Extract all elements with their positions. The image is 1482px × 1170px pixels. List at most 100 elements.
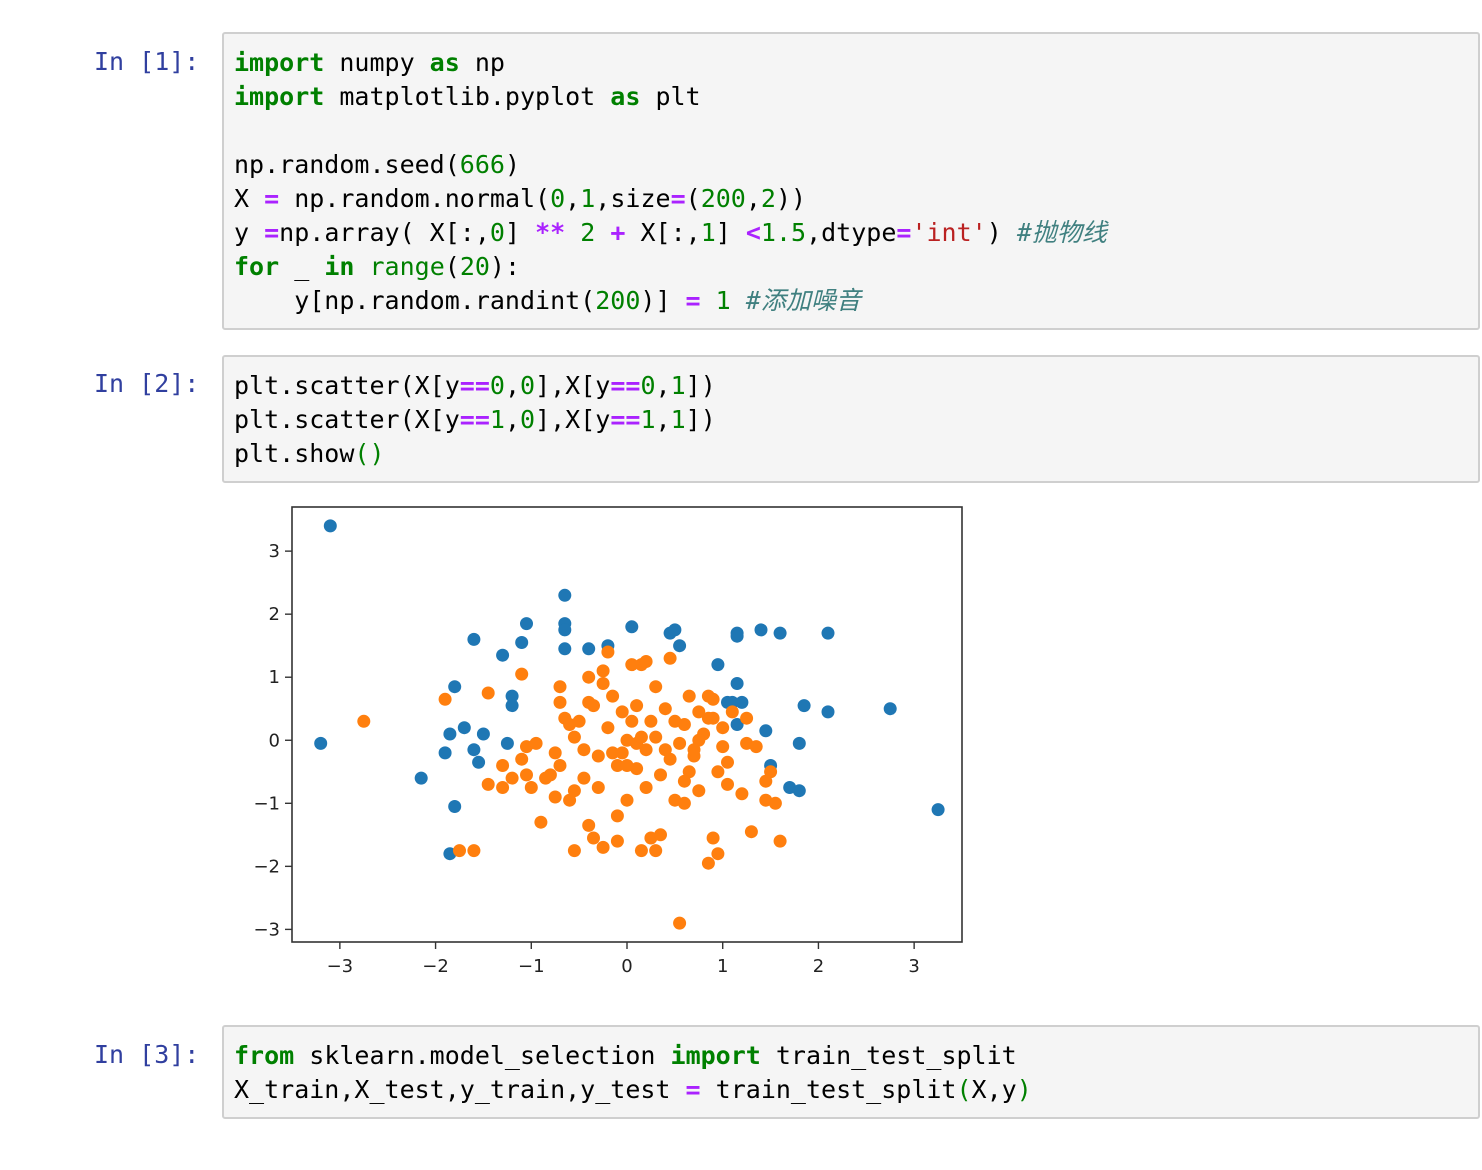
scatter-point-class-0	[883, 702, 897, 716]
scatter-point-class-1	[673, 916, 687, 930]
code-line: plt.scatter(X[y==1,0],X[y==1,1])	[234, 403, 716, 437]
code-token: train_test_split	[700, 1075, 957, 1104]
scatter-point-class-1	[634, 730, 648, 744]
code-token: range	[369, 252, 445, 281]
scatter-point-class-1	[673, 736, 687, 750]
code-line: X_train,X_test,y_train,y_test = train_te…	[234, 1073, 1032, 1107]
scatter-point-class-1	[467, 844, 481, 858]
scatter-point-class-1	[721, 777, 734, 791]
code-token: =	[685, 1075, 701, 1104]
code-token: 1	[700, 218, 716, 247]
scatter-point-class-0	[467, 743, 481, 757]
scatter-point-class-1	[706, 711, 720, 725]
code-token: X	[234, 184, 265, 213]
scatter-point-class-1	[601, 721, 615, 735]
code-token: 1	[580, 184, 596, 213]
code-token: ()	[354, 439, 385, 468]
scatter-point-class-1	[725, 705, 739, 719]
scatter-point-class-1	[563, 793, 577, 807]
code-token: import	[234, 48, 325, 77]
code-token: 2	[760, 184, 776, 213]
x-tick-label: −1	[518, 956, 545, 977]
scatter-point-class-1	[539, 771, 553, 785]
code-token: X_train,X_test,y_train,y_test	[234, 1075, 686, 1104]
code-token: 20	[459, 252, 490, 281]
scatter-point-class-1	[740, 711, 754, 725]
cell-code[interactable]: from sklearn.model_selection import trai…	[234, 1039, 1032, 1107]
scatter-point-class-1	[649, 844, 663, 858]
scatter-point-class-1	[744, 825, 758, 839]
code-token: 1	[715, 286, 731, 315]
code-token: 0	[489, 371, 505, 400]
scatter-point-class-1	[620, 793, 634, 807]
code-cell-3[interactable]: from sklearn.model_selection import trai…	[222, 1025, 1480, 1119]
code-token: in	[324, 252, 355, 281]
code-token: ,	[504, 371, 521, 400]
code-token: =	[685, 286, 701, 315]
code-token: ,	[655, 405, 671, 434]
code-token: 0	[520, 371, 536, 400]
code-token: ))	[775, 184, 807, 213]
code-token: 1	[670, 405, 686, 434]
scatter-point-class-1	[630, 699, 644, 713]
scatter-point-class-1	[759, 774, 773, 788]
code-token: np.random.seed(	[234, 150, 460, 179]
cell-prompt-2: In [2]:	[94, 369, 200, 398]
scatter-point-class-1	[553, 759, 567, 772]
scatter-point-class-1	[577, 771, 591, 785]
y-tick-label: 3	[269, 541, 280, 562]
code-token: )	[504, 150, 520, 179]
scatter-point-class-0	[730, 718, 744, 731]
code-line	[234, 114, 1107, 148]
scatter-point-class-1	[515, 667, 529, 681]
scatter-point-class-1	[677, 774, 691, 788]
scatter-point-class-1	[701, 689, 715, 703]
scatter-point-class-1	[639, 743, 653, 757]
scatter-point-class-0	[558, 642, 572, 656]
scatter-point-class-1	[515, 752, 529, 766]
code-token: =	[670, 184, 686, 213]
code-token: (	[444, 252, 460, 281]
code-token: #添加噪音	[745, 286, 861, 315]
scatter-point-class-1	[773, 834, 787, 848]
cell-code[interactable]: import numpy as np import matplotlib.pypl…	[234, 46, 1107, 318]
scatter-point-class-1	[654, 768, 667, 782]
scatter-point-class-1	[706, 831, 720, 845]
scatter-point-class-1	[577, 743, 591, 757]
scatter-point-class-0	[773, 626, 787, 640]
scatter-point-class-0	[730, 677, 744, 690]
scatter-point-class-0	[754, 623, 768, 637]
code-line: from sklearn.model_selection import trai…	[234, 1039, 1032, 1073]
scatter-point-class-0	[673, 639, 687, 653]
code-token: y[np.random.randint(	[234, 286, 596, 315]
code-token: )	[986, 218, 1017, 247]
scatter-point-class-0	[558, 588, 572, 602]
scatter-point-class-0	[625, 620, 639, 634]
scatter-point-class-0	[457, 721, 471, 735]
scatter-point-class-0	[323, 519, 337, 533]
scatter-point-class-0	[735, 695, 749, 709]
code-token: X,y	[971, 1075, 1017, 1104]
code-token: #抛物线	[1016, 218, 1107, 247]
code-token: (	[956, 1075, 972, 1104]
scatter-point-class-1	[601, 645, 615, 659]
code-cell-2[interactable]: plt.scatter(X[y==0,0],X[y==0,1]) plt.scat…	[222, 355, 1480, 483]
scatter-point-class-1	[548, 746, 562, 760]
code-token: y	[234, 218, 265, 247]
scatter-point-class-0	[821, 705, 835, 719]
scatter-point-class-1	[534, 815, 548, 829]
scatter-point-class-1	[553, 680, 567, 694]
scatter-point-class-1	[591, 781, 605, 794]
y-tick-label: −2	[253, 856, 280, 877]
scatter-point-class-1	[610, 759, 624, 772]
scatter-point-class-1	[553, 695, 567, 709]
scatter-point-class-1	[658, 702, 672, 716]
scatter-point-class-1	[701, 856, 715, 870]
scatter-point-class-0	[792, 736, 806, 750]
scatter-point-class-1	[529, 736, 543, 750]
code-token: sklearn.model_selection	[294, 1041, 671, 1070]
code-token: 0	[550, 184, 566, 213]
cell-code[interactable]: plt.scatter(X[y==0,0],X[y==0,1]) plt.scat…	[234, 369, 716, 471]
code-token: 0	[640, 371, 656, 400]
code-cell-1[interactable]: import numpy as np import matplotlib.pypl…	[222, 32, 1480, 330]
